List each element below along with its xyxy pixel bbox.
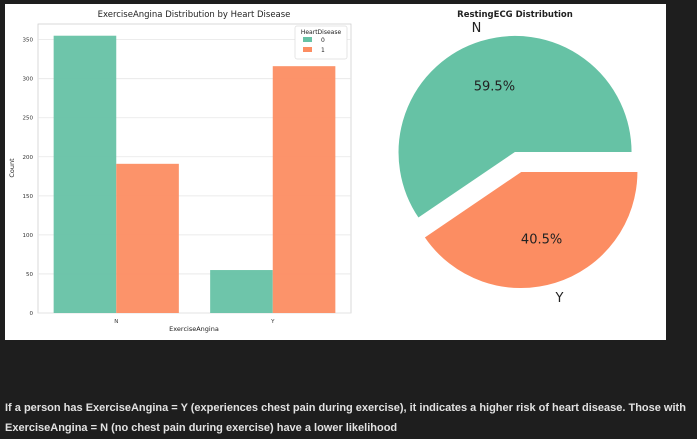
legend-title: HeartDisease — [301, 29, 342, 36]
pie-chart-title: RestingECG Distribution — [457, 10, 573, 20]
y-tick-label: 0 — [30, 311, 34, 317]
legend-items: 01 — [303, 37, 325, 54]
legend-swatch — [303, 37, 312, 42]
pie-pct-label: 59.5% — [474, 79, 515, 94]
bar-chart-title: ExerciseAngina Distribution by Heart Dis… — [98, 10, 291, 20]
bar-Y-series-1 — [272, 66, 336, 313]
legend-label: 1 — [321, 47, 325, 54]
bar-marks — [53, 35, 336, 313]
pie-slice-N — [397, 35, 633, 219]
caption-text: If a person has ExerciseAngina = Y (expe… — [5, 402, 686, 434]
y-tick-label: 300 — [23, 77, 34, 83]
x-tick-label: N — [114, 319, 118, 325]
legend-label: 0 — [321, 37, 325, 44]
pie-chart: RestingECG Distribution 59.5% N 40.5% Y — [397, 10, 639, 306]
figure: ExerciseAngina Distribution by Heart Dis… — [5, 4, 666, 340]
y-tick-label: 250 — [23, 116, 34, 122]
pie-slice-Y — [423, 171, 639, 290]
bar-y-ticks: 0 50 100 150 200 250 300 350 — [23, 38, 34, 317]
bar-chart-xlabel: ExerciseAngina — [169, 325, 219, 333]
y-tick-label: 200 — [23, 155, 34, 161]
y-tick-label: 350 — [23, 38, 34, 44]
y-tick-label: 100 — [23, 233, 34, 239]
bar-N-series-1 — [116, 163, 179, 313]
bar-chart-ylabel: Count — [8, 158, 16, 178]
pie-slices: 59.5% N 40.5% Y — [397, 21, 639, 306]
legend-swatch — [303, 47, 312, 52]
bar-N-series-0 — [53, 35, 117, 313]
y-tick-label: 150 — [23, 194, 34, 200]
pie-category-label: Y — [554, 291, 563, 306]
bar-chart: ExerciseAngina Distribution by Heart Dis… — [8, 10, 352, 333]
y-tick-label: 50 — [26, 272, 33, 278]
pie-category-label: N — [472, 21, 482, 36]
bar-Y-series-0 — [210, 270, 273, 313]
charts-svg: ExerciseAngina Distribution by Heart Dis… — [8, 10, 639, 333]
bar-legend: HeartDisease 01 — [294, 25, 348, 60]
x-tick-label: Y — [270, 319, 275, 325]
pie-pct-label: 40.5% — [521, 233, 562, 248]
